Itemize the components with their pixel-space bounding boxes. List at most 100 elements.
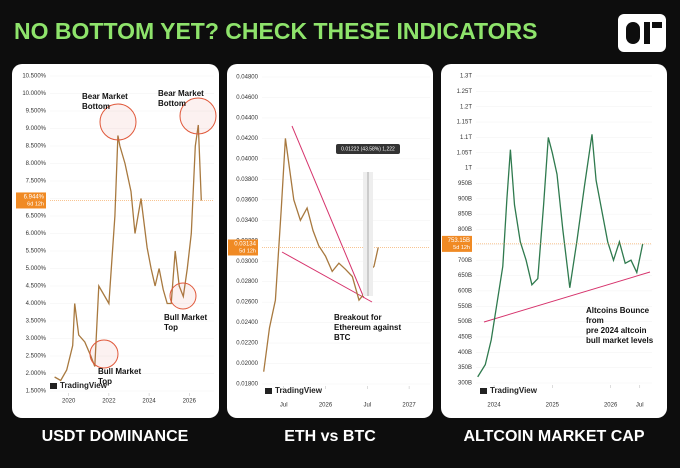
x-tick-label: Jul: [363, 403, 371, 409]
panel-title: ALTCOIN MARKET CAP: [463, 428, 644, 445]
y-tick-label: 7.500%: [26, 179, 47, 185]
y-tick-label: 0.02400: [236, 320, 258, 326]
watermark: TradingView: [275, 386, 323, 395]
y-tick-label: 2.000%: [26, 371, 47, 377]
annotation: Bear Market: [158, 89, 204, 98]
y-tick-label: 5.500%: [26, 249, 47, 255]
x-tick-label: 2026: [319, 403, 333, 409]
annotation: Bottom: [158, 99, 186, 108]
annotation: from: [586, 316, 604, 325]
watermark-logo: [50, 383, 57, 389]
annotation: Bottom: [82, 102, 110, 111]
y-tick-label: 1.1T: [460, 135, 472, 141]
watermark-logo: [480, 388, 487, 394]
y-tick-label: 5.000%: [26, 266, 47, 272]
y-tick-label: 4.500%: [26, 284, 47, 290]
y-tick-label: 300B: [458, 381, 472, 387]
countdown: 5d 12h: [239, 248, 256, 254]
x-tick-label: 2025: [546, 403, 560, 409]
x-tick-label: 2020: [62, 399, 76, 405]
y-tick-label: 500B: [458, 319, 472, 325]
y-tick-label: 10.000%: [22, 91, 46, 97]
y-tick-label: 3.500%: [26, 319, 47, 325]
y-tick-label: 0.02800: [236, 279, 258, 285]
y-tick-label: 1.05T: [457, 150, 473, 156]
y-tick-label: 600B: [458, 288, 472, 294]
highlight-circle: [89, 339, 119, 369]
last-price-box: [228, 239, 258, 256]
y-tick-label: 850B: [458, 212, 472, 218]
annotation: Altcoins Bounce: [586, 306, 650, 315]
price-line: [54, 124, 202, 382]
y-tick-label: 0.03000: [236, 259, 258, 265]
x-tick-label: 2026: [604, 403, 618, 409]
last-price-label: 0.03134: [234, 242, 256, 248]
panel: [12, 64, 219, 418]
last-price-label: 6.944%: [24, 195, 45, 201]
price-line: [263, 138, 379, 372]
annotation: Bear Market: [82, 92, 128, 101]
annotation: Bull Market: [164, 313, 207, 322]
watermark: TradingView: [60, 381, 108, 390]
x-tick-label: 2027: [402, 403, 416, 409]
annotation: Top: [164, 323, 178, 332]
y-tick-label: 0.01800: [236, 382, 258, 388]
y-tick-label: 1.3T: [460, 74, 472, 80]
y-tick-label: 8.000%: [26, 161, 47, 167]
y-tick-label: 0.03400: [236, 218, 258, 224]
panel-title: ETH vs BTC: [284, 428, 376, 445]
y-tick-label: 3.000%: [26, 336, 47, 342]
y-tick-label: 700B: [458, 258, 472, 264]
trendline: [483, 271, 651, 323]
y-tick-label: 0.04200: [236, 136, 258, 142]
x-tick-label: 2024: [487, 403, 501, 409]
trendline: [291, 125, 365, 299]
y-tick-label: 650B: [458, 273, 472, 279]
y-tick-label: 0.02000: [236, 361, 258, 367]
annotation: pre 2024 altcoin: [586, 326, 647, 335]
y-tick-label: 550B: [458, 304, 472, 310]
countdown: 6d 12h: [27, 201, 44, 207]
y-tick-label: 9.000%: [26, 126, 47, 132]
annotation: Breakout for: [334, 313, 382, 322]
y-tick-label: 950B: [458, 181, 472, 187]
y-tick-label: 0.04600: [236, 95, 258, 101]
annotation: bull market levels: [586, 336, 654, 345]
last-price-box: [16, 192, 46, 209]
y-tick-label: 9.500%: [26, 109, 47, 115]
y-tick-label: 0.04000: [236, 156, 258, 162]
y-tick-label: 0.02200: [236, 341, 258, 347]
x-tick-label: 2026: [183, 399, 197, 405]
last-price-label: 753.15B: [448, 238, 470, 244]
y-tick-label: 0.02600: [236, 300, 258, 306]
x-tick-label: Jul: [280, 403, 288, 409]
annotation: Ethereum against: [334, 323, 401, 332]
highlight-circle: [99, 103, 137, 141]
x-tick-label: Jul: [636, 403, 644, 409]
measure-label: 0.01222 (43.58%) 1,222: [341, 146, 395, 152]
price-line: [477, 134, 644, 378]
x-tick-label: 2024: [142, 399, 156, 405]
countdown: 5d 12h: [453, 245, 470, 251]
last-price-box: [442, 235, 472, 252]
panel-title: USDT DOMINANCE: [42, 428, 189, 445]
y-tick-label: 900B: [458, 196, 472, 202]
x-tick-label: 2022: [102, 399, 116, 405]
y-tick-label: 2.500%: [26, 354, 47, 360]
y-tick-label: 8.500%: [26, 144, 47, 150]
y-tick-label: 450B: [458, 335, 472, 341]
panel: [441, 64, 667, 418]
y-tick-label: 10.500%: [22, 74, 46, 80]
logo: [618, 14, 666, 52]
y-tick-label: 350B: [458, 365, 472, 371]
annotation: Bull Market: [98, 367, 141, 376]
y-tick-label: 0.03800: [236, 177, 258, 183]
y-tick-label: 800B: [458, 227, 472, 233]
headline: NO BOTTOM YET? CHECK THESE INDICATORS: [14, 18, 538, 44]
y-tick-label: 4.000%: [26, 301, 47, 307]
y-tick-label: 1.25T: [457, 89, 473, 95]
highlight-circle: [179, 97, 217, 135]
watermark-logo: [265, 388, 272, 394]
annotation: Top: [98, 377, 112, 386]
